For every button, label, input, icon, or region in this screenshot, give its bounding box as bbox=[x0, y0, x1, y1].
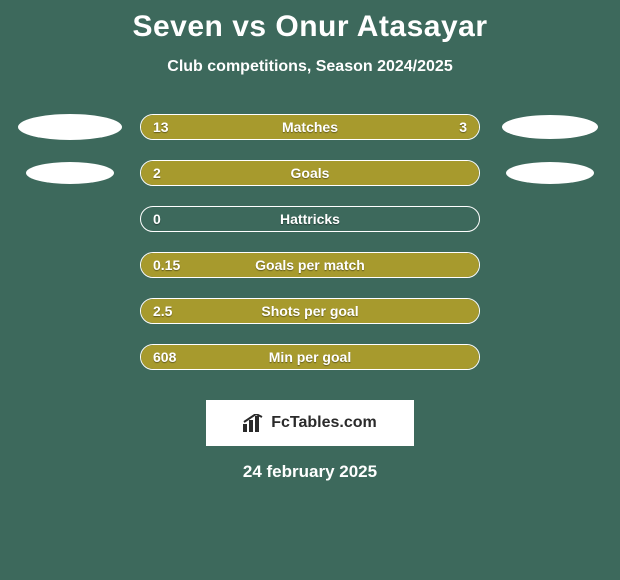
player-ellipse-right bbox=[506, 162, 594, 184]
stat-bar: 608Min per goal bbox=[140, 344, 480, 370]
stat-label: Shots per goal bbox=[141, 299, 479, 323]
right-side bbox=[480, 162, 620, 184]
stat-row: 2.5Shots per goal bbox=[0, 288, 620, 334]
chart-icon bbox=[243, 414, 265, 432]
stat-label: Goals bbox=[141, 161, 479, 185]
source-badge: FcTables.com bbox=[206, 400, 414, 446]
stat-bar: 13Matches3 bbox=[140, 114, 480, 140]
stat-row: 0Hattricks bbox=[0, 196, 620, 242]
stat-bar: 2.5Shots per goal bbox=[140, 298, 480, 324]
stat-row: 608Min per goal bbox=[0, 334, 620, 380]
left-side bbox=[0, 114, 140, 140]
stat-value-right: 3 bbox=[459, 115, 467, 139]
date-label: 24 february 2025 bbox=[0, 462, 620, 482]
stat-row: 0.15Goals per match bbox=[0, 242, 620, 288]
stat-label: Matches bbox=[141, 115, 479, 139]
stat-label: Goals per match bbox=[141, 253, 479, 277]
comparison-chart: 13Matches3 2Goals 0Hattricks 0.15Goals per … bbox=[0, 104, 620, 380]
stat-bar: 0.15Goals per match bbox=[140, 252, 480, 278]
stat-row: 2Goals bbox=[0, 150, 620, 196]
stat-label: Min per goal bbox=[141, 345, 479, 369]
stat-row: 13Matches3 bbox=[0, 104, 620, 150]
left-side bbox=[0, 162, 140, 184]
page-title: Seven vs Onur Atasayar bbox=[0, 0, 620, 44]
badge-text: FcTables.com bbox=[271, 414, 377, 432]
stat-label: Hattricks bbox=[141, 207, 479, 231]
stat-bar: 2Goals bbox=[140, 160, 480, 186]
stat-bar: 0Hattricks bbox=[140, 206, 480, 232]
subtitle: Club competitions, Season 2024/2025 bbox=[0, 58, 620, 76]
right-side bbox=[480, 115, 620, 139]
player-ellipse-right bbox=[502, 115, 598, 139]
player-ellipse-left bbox=[18, 114, 122, 140]
player-ellipse-left bbox=[26, 162, 114, 184]
